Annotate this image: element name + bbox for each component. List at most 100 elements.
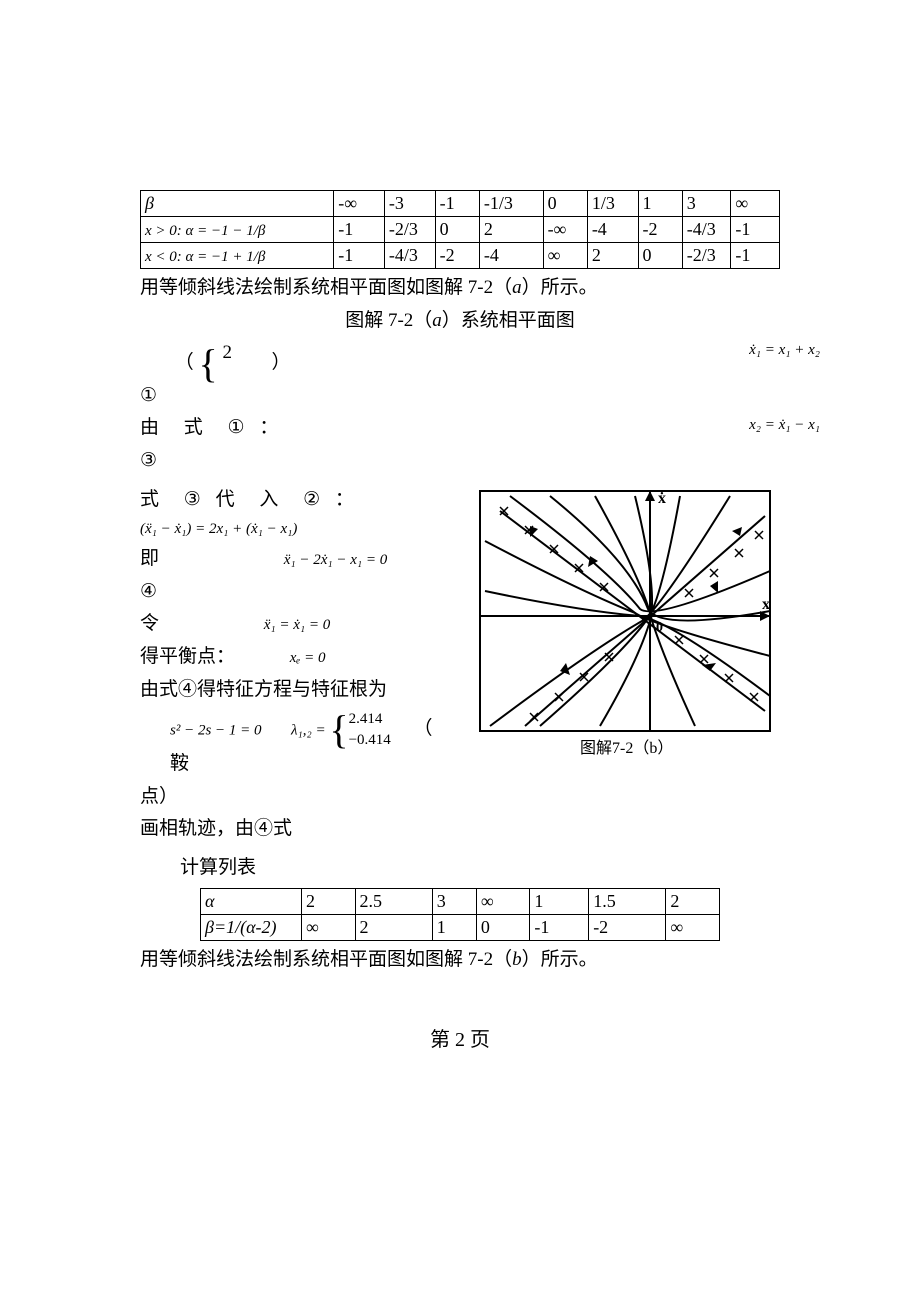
table-row: α 2 2.5 3 ∞ 1 1.5 2 [201, 888, 720, 914]
table-cell: -4/3 [682, 217, 731, 243]
text: ）所示。 [522, 949, 598, 970]
brace-icon: { [199, 352, 218, 376]
table-cell: 3 [682, 191, 731, 217]
table-cell: 0 [543, 191, 587, 217]
circled-2: ② [303, 489, 320, 510]
beta-header: β [145, 193, 154, 213]
equation: λ₁,₂ = [291, 722, 329, 738]
table-cell: 1.5 [589, 888, 666, 914]
text: 图解 7-2（ [345, 310, 432, 331]
table-cell: -1 [731, 243, 780, 269]
equation: ẍ₁ − 2ẋ₁ − x₁ = 0 [284, 552, 387, 568]
table-cell: 2.5 [355, 888, 432, 914]
circled-1: ① [228, 417, 245, 438]
text: 用等倾斜线法绘制系统相平面图如图解 7-2（ [140, 949, 512, 970]
table-cell: 1 [530, 888, 589, 914]
deriv-line: s² − 2s − 1 = 0 λ₁,₂ = { 2.414 −0.414 （ … [170, 709, 462, 778]
text: ）系统相平面图 [442, 310, 575, 331]
table-cell: -2/3 [682, 243, 731, 269]
table-cell: ∞ [543, 243, 587, 269]
table-cell: ∞ [476, 888, 530, 914]
table-cell: ∞ [731, 191, 780, 217]
table-row: β=1/(α-2) ∞ 2 1 0 -1 -2 ∞ [201, 914, 720, 940]
equation: s² − 2s − 1 = 0 [170, 722, 262, 738]
table-cell: 2 [355, 914, 432, 940]
text: ） [271, 352, 290, 373]
table-cell: -∞ [543, 217, 587, 243]
text: ）所示。 [522, 277, 598, 298]
table-cell: 0 [638, 243, 682, 269]
text: 代 入 [201, 489, 303, 510]
table-row: x < 0: α = −1 + 1/β -1 -4/3 -2 -4 ∞ 2 0 … [141, 243, 780, 269]
deriv-line: ④ [140, 579, 462, 606]
table-cell: -∞ [334, 191, 385, 217]
deriv-line: 由式④得特征方程与特征根为 [140, 677, 462, 704]
equation: (ẍ₁ − ẋ₁) = 2x₁ + (ẋ₁ − x₁) [140, 519, 462, 540]
table-cell: 2 [479, 217, 543, 243]
brace-icon: { [329, 718, 348, 742]
equation: xₑ = 0 [290, 650, 326, 666]
paragraph: 用等倾斜线法绘制系统相平面图如图解 7-2（a）所示。 [140, 275, 780, 302]
isocline-table-2: α 2 2.5 3 ∞ 1 1.5 2 β=1/(α-2) ∞ 2 1 0 -1… [200, 888, 720, 941]
paragraph: 用等倾斜线法绘制系统相平面图如图解 7-2（b）所示。 [140, 947, 780, 974]
circled-3: ③ [140, 450, 157, 471]
isocline-table-1: β -∞ -3 -1 -1/3 0 1/3 1 3 ∞ x > 0: α = −… [140, 190, 780, 269]
table-cell: 1 [638, 191, 682, 217]
text: ： [320, 489, 364, 510]
circled-1: ① [140, 385, 157, 406]
table-cell: -4 [587, 217, 638, 243]
table-cell: -3 [384, 191, 435, 217]
table-cell: 1 [432, 914, 476, 940]
circled-4: ④ [140, 581, 157, 602]
deriv-line: ③ [140, 448, 780, 475]
figure-caption-a: 图解 7-2（a）系统相平面图 [140, 308, 780, 335]
deriv-line: ① [140, 383, 780, 410]
deriv-line: 点） [140, 784, 462, 811]
circled-3: ③ [184, 489, 201, 510]
table-cell: 2 [302, 888, 356, 914]
table-row: β -∞ -3 -1 -1/3 0 1/3 1 3 ∞ [141, 191, 780, 217]
phase-plane-figure: x ẋ 0 [470, 481, 780, 761]
table-cell: ∞ [302, 914, 356, 940]
deriv-line: 由 式 ① ： x₂ = ẋ₁ − x₁ [140, 415, 780, 442]
row-label: x < 0: α = −1 + 1/β [145, 249, 265, 265]
text: 式 [140, 489, 184, 510]
text: 由 式 [140, 417, 228, 438]
lambda-top: 2.414 [349, 709, 391, 730]
table-cell: -1 [334, 217, 385, 243]
table-cell: -1 [435, 191, 479, 217]
table-cell: -2/3 [384, 217, 435, 243]
text: 用等倾斜线法绘制系统相平面图如图解 7-2（ [140, 277, 512, 298]
lambda-bot: −0.414 [349, 730, 391, 751]
table-cell: -4 [479, 243, 543, 269]
row-label: x > 0: α = −1 − 1/β [145, 223, 265, 239]
table-cell: -1 [530, 914, 589, 940]
equation: ẋ₁ = x₁ + x₂ [749, 340, 820, 361]
deriv-line: 式 ③ 代 入 ② ： [140, 487, 462, 514]
table-cell: 0 [435, 217, 479, 243]
table-cell: -2 [638, 217, 682, 243]
alpha-header: α [205, 891, 214, 911]
var-a: a [432, 310, 442, 331]
var-b: b [512, 949, 522, 970]
var-a: a [512, 277, 522, 298]
text: ： [245, 417, 289, 438]
fig-caption-label: 图解7-2（b） [580, 739, 673, 757]
table-row: x > 0: α = −1 − 1/β -1 -2/3 0 2 -∞ -4 -2… [141, 217, 780, 243]
table-cell: -4/3 [384, 243, 435, 269]
deriv-line-1: （ { 2 ） ẋ₁ = x₁ + x₂ [140, 340, 780, 377]
table-cell: -1 [731, 217, 780, 243]
deriv-line: 即 ẍ₁ − 2ẋ₁ − x₁ = 0 [140, 546, 462, 573]
table-cell: 1/3 [587, 191, 638, 217]
table-cell: -2 [589, 914, 666, 940]
text: （ [175, 352, 194, 373]
deriv-line: 令 ẍ₁ = ẋ₁ = 0 [140, 611, 462, 638]
text: 令 [140, 613, 159, 634]
row-label: β=1/(α-2) [205, 917, 277, 937]
table-cell: -1 [334, 243, 385, 269]
equation: ẍ₁ = ẋ₁ = 0 [264, 617, 331, 633]
svg-text:ẋ: ẋ [658, 490, 666, 507]
table-cell: 2 [666, 888, 720, 914]
text: 2 [222, 342, 232, 363]
table-cell: 0 [476, 914, 530, 940]
